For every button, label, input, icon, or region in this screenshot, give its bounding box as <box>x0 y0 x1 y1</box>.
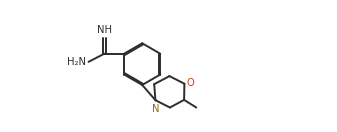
Text: H₂N: H₂N <box>67 57 86 67</box>
Text: NH: NH <box>97 25 112 35</box>
Text: N: N <box>152 103 159 114</box>
Text: O: O <box>187 78 195 88</box>
